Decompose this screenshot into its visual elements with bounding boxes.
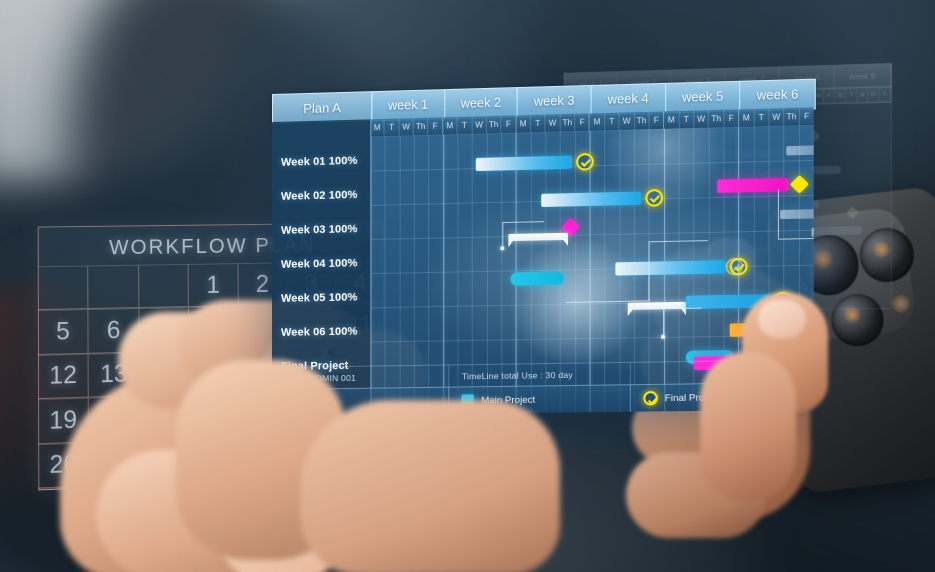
day-label-w[interactable]: W (472, 116, 487, 134)
ghost-day-label: T (846, 87, 858, 103)
day-label-th[interactable]: Th (709, 109, 725, 128)
gantt-row-label-6[interactable]: Week 06 100% (280, 325, 358, 339)
gantt-row-label-3[interactable]: Week 03 100% (280, 222, 358, 237)
dependency-connector (565, 275, 650, 303)
day-label-w[interactable]: W (545, 114, 561, 132)
day-label-m[interactable]: M (739, 109, 755, 127)
day-group-week-4: M T W Th F (590, 111, 665, 131)
task-bar-cyan-1[interactable] (510, 271, 564, 286)
day-label-m[interactable]: M (664, 111, 680, 129)
ghost-week-label: week 6 (834, 64, 891, 88)
day-label-t[interactable]: T (604, 112, 620, 131)
week-header-2[interactable]: week 2 (444, 88, 519, 119)
day-label-t[interactable]: T (530, 114, 546, 133)
final-check-icon[interactable] (576, 152, 594, 171)
day-label-t[interactable]: T (457, 116, 473, 135)
day-label-th[interactable]: Th (413, 117, 429, 136)
day-label-f[interactable]: F (432, 121, 438, 131)
dependency-connector (663, 307, 702, 338)
dependency-connector (502, 221, 545, 250)
day-label-th[interactable]: Th (560, 113, 576, 132)
ghost-day-label: W (857, 87, 869, 103)
day-label-w[interactable]: W (694, 110, 710, 129)
day-label-t[interactable]: T (384, 118, 400, 137)
day-label-m[interactable]: M (516, 115, 531, 133)
gantt-row-label-1[interactable]: Week 01 100% (280, 154, 358, 169)
faded-task-bar (780, 208, 814, 220)
week-header-6[interactable]: week 6 (740, 79, 815, 111)
gantt-row-label-4[interactable]: Week 04 100% (280, 256, 358, 271)
week-header-1[interactable]: week 1 (372, 90, 445, 121)
day-group-week-2: M T W Th F (443, 115, 517, 135)
ghost-day-label: F (879, 86, 891, 103)
day-label-f[interactable]: F (653, 115, 659, 125)
day-label-m[interactable]: M (590, 113, 605, 131)
left-fingers (300, 400, 560, 572)
day-label-m[interactable]: M (443, 117, 458, 135)
final-check-icon[interactable] (645, 189, 664, 207)
plan-label[interactable]: Plan A (272, 92, 373, 123)
dependency-connector (648, 240, 708, 302)
week-header-3[interactable]: week 3 (518, 85, 592, 117)
day-group-week-1: M T W Th F (370, 117, 444, 137)
day-label-m[interactable]: M (370, 118, 385, 137)
ghost-milestone-diamond-icon (845, 206, 859, 220)
day-label-t[interactable]: T (754, 108, 770, 127)
task-bar-week01[interactable] (475, 155, 573, 172)
faded-task-bar (786, 144, 814, 156)
gantt-row-label-2[interactable]: Week 02 100% (280, 188, 358, 203)
gantt-row-label-5[interactable]: Week 05 100% (280, 290, 358, 305)
ghost-day-label: M (834, 87, 847, 104)
row-gridline (370, 229, 814, 240)
day-label-th[interactable]: Th (634, 111, 650, 130)
ghost-day-label: Th (868, 86, 880, 103)
day-label-w[interactable]: W (619, 112, 635, 130)
faded-task-bar (811, 226, 814, 237)
day-group-week-5: M T W Th F (664, 109, 740, 129)
connector-dot (660, 334, 666, 339)
week-header-5[interactable]: week 5 (665, 81, 741, 113)
day-label-w[interactable]: W (399, 118, 414, 136)
day-label-f[interactable]: F (579, 117, 585, 127)
day-label-t[interactable]: T (679, 110, 695, 129)
ghost-day-label: F (823, 87, 835, 104)
day-label-f[interactable]: F (505, 119, 511, 129)
right-middle-finger (700, 352, 796, 502)
day-label-f[interactable]: F (728, 113, 734, 124)
day-group-week-6: M T W Th F (739, 107, 813, 127)
day-group-week-3: M T W Th F (516, 113, 591, 133)
day-label-f[interactable]: F (804, 111, 810, 122)
week-header-4[interactable]: week 4 (591, 83, 666, 115)
connector-dot (500, 246, 505, 251)
day-label-th[interactable]: Th (486, 115, 502, 134)
final-check-icon (642, 391, 658, 406)
day-label-w[interactable]: W (769, 108, 785, 127)
day-label-th[interactable]: Th (784, 107, 800, 126)
task-bar-week02[interactable] (541, 191, 642, 208)
